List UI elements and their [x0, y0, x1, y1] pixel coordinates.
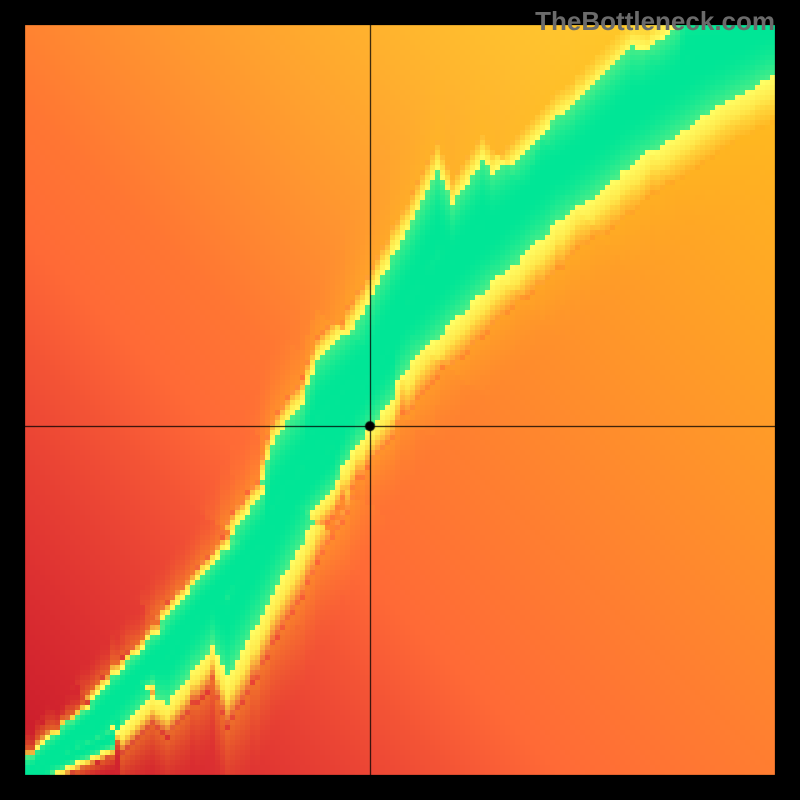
watermark-text: TheBottleneck.com: [535, 6, 775, 37]
plot-container: TheBottleneck.com: [0, 0, 800, 800]
crosshair-overlay: [0, 0, 800, 800]
